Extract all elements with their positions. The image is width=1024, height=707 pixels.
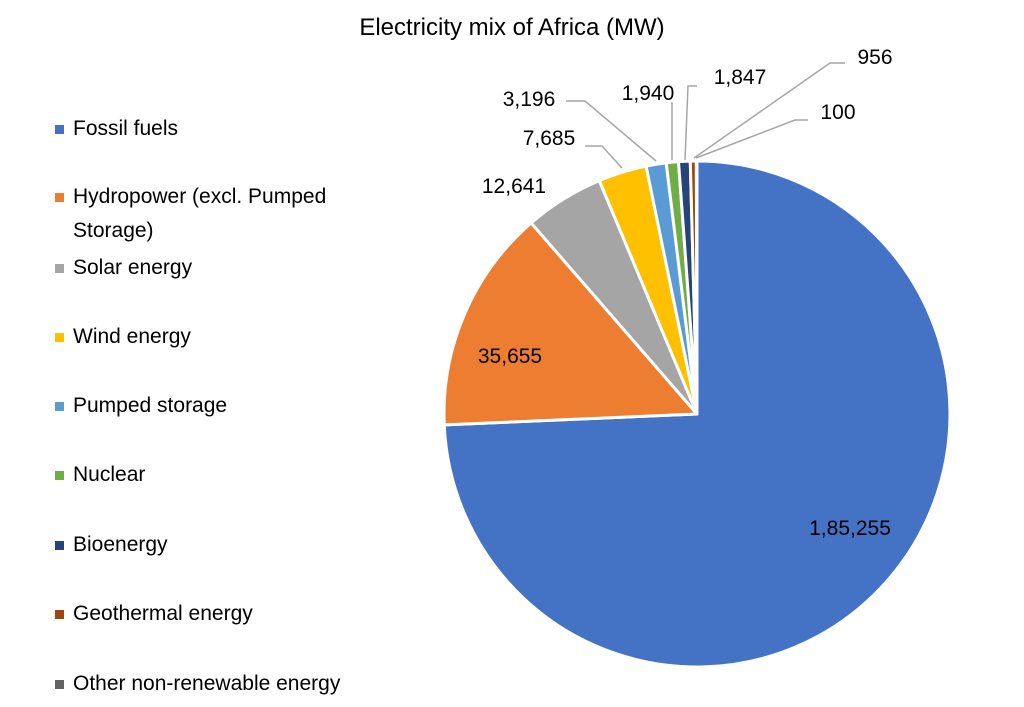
legend-label: Solar energy — [73, 256, 193, 279]
pie-slice — [694, 159, 699, 416]
data-label: 12,641 — [482, 175, 546, 198]
leader-line — [566, 100, 657, 162]
legend-item: Other non-renewable energy — [55, 667, 395, 701]
legend-label: Pumped storage — [73, 394, 228, 417]
legend-swatch — [55, 610, 64, 619]
leader-line — [693, 62, 845, 159]
legend-item: Nuclear — [55, 458, 395, 492]
legend-item: Fossil fuels — [55, 112, 395, 146]
legend-label: Nuclear — [73, 463, 146, 486]
leader-line — [585, 145, 623, 169]
legend-label: Hydropower (excl. Pumped Storage) — [73, 185, 327, 242]
legend-swatch — [55, 402, 64, 411]
data-label: 7,685 — [523, 127, 576, 150]
data-label: 1,847 — [714, 66, 767, 89]
legend-item: Pumped storage — [55, 389, 395, 423]
legend-item: Hydropower (excl. Pumped Storage) — [55, 180, 395, 248]
legend-label: Wind energy — [73, 325, 191, 348]
legend-swatch — [55, 541, 64, 550]
legend-swatch — [55, 471, 64, 480]
chart-title: Electricity mix of Africa (MW) — [359, 14, 665, 41]
leader-line — [684, 85, 697, 161]
legend-swatch — [55, 264, 64, 273]
data-label: 956 — [857, 46, 892, 69]
data-label: 3,196 — [503, 88, 556, 111]
legend-label: Bioenergy — [73, 533, 168, 556]
data-label: 100 — [820, 101, 855, 124]
legend-swatch — [55, 333, 64, 342]
legend-swatch — [55, 193, 64, 202]
data-label: 1,940 — [622, 82, 675, 105]
data-label: 35,655 — [478, 345, 542, 368]
leader-line — [671, 102, 673, 160]
legend-item: Bioenergy — [55, 528, 395, 562]
legend-item: Wind energy — [55, 320, 395, 354]
leader-line — [695, 119, 808, 159]
legend-label: Other non-renewable energy — [73, 672, 341, 695]
legend-item: Solar energy — [55, 251, 395, 285]
legend-label: Fossil fuels — [73, 117, 179, 140]
data-label: 1,85,255 — [809, 517, 891, 540]
legend-label: Geothermal energy — [73, 602, 253, 625]
legend-swatch — [55, 125, 64, 134]
pie-slice — [442, 221, 699, 427]
legend-swatch — [55, 680, 64, 689]
legend-item: Geothermal energy — [55, 597, 395, 631]
